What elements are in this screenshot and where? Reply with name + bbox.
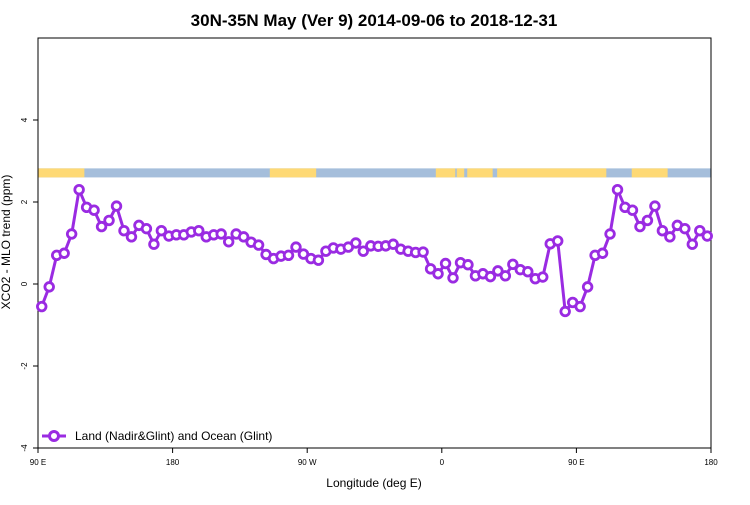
data-point — [611, 183, 624, 196]
x-tick-label: 180 — [704, 458, 718, 467]
data-point — [312, 254, 325, 266]
y-tick-label: 2 — [20, 199, 29, 204]
data-point — [447, 272, 459, 284]
data-point — [522, 266, 534, 278]
y-tick-label: 0 — [20, 281, 29, 286]
ocean-band — [38, 168, 711, 178]
land-span — [456, 168, 465, 178]
data-point — [252, 239, 265, 251]
data-point — [462, 259, 474, 271]
data-point — [641, 214, 654, 227]
x-axis: 90 E 180 90 W 0 90 E 180 — [30, 448, 718, 467]
land-span — [435, 168, 456, 178]
y-axis-label: XCO2 - MLO trend (ppm) — [0, 175, 13, 310]
data-point — [439, 257, 452, 270]
data-point — [432, 268, 444, 280]
data-point — [537, 271, 549, 283]
land-span — [467, 168, 493, 178]
data-point — [387, 238, 399, 250]
data-point — [484, 270, 497, 283]
land-span — [38, 168, 85, 178]
data-point — [155, 224, 168, 237]
data-point — [222, 236, 235, 248]
data-point — [581, 281, 594, 293]
data-point — [103, 214, 115, 227]
y-tick-label: -2 — [20, 362, 29, 370]
data-point — [492, 265, 504, 277]
data-point — [664, 231, 676, 243]
data-point — [679, 222, 691, 235]
data-point — [604, 228, 616, 240]
data-point — [73, 183, 85, 196]
y-axis: -4 -2 0 2 4 — [20, 117, 38, 452]
data-point — [148, 238, 160, 250]
data-point — [350, 237, 362, 249]
data-point — [88, 204, 100, 216]
land-span — [269, 168, 317, 178]
data-point — [290, 241, 302, 253]
data-point — [649, 200, 661, 212]
data-point — [574, 300, 586, 313]
data-point — [193, 224, 205, 237]
data-point — [499, 270, 512, 282]
data-point — [701, 230, 713, 242]
data-point — [140, 222, 153, 235]
land-ocean-band — [38, 168, 711, 178]
legend-label: Land (Nadir&Glint) and Ocean (Glint) — [75, 429, 272, 443]
data-point — [507, 258, 519, 271]
legend: Land (Nadir&Glint) and Ocean (Glint) — [42, 429, 272, 443]
data-point — [43, 281, 55, 293]
data-point — [282, 249, 295, 262]
data-point — [215, 228, 227, 240]
data-point — [125, 231, 138, 243]
data-point — [357, 245, 369, 257]
data-point — [65, 228, 78, 240]
data-point — [110, 200, 123, 212]
y-tick-label: 4 — [20, 117, 29, 122]
data-point — [656, 224, 669, 237]
data-point — [559, 305, 571, 318]
data-point — [596, 247, 609, 259]
legend-marker — [48, 430, 60, 442]
x-axis-label: Longitude (deg E) — [326, 476, 421, 490]
x-tick-label: 90 W — [298, 458, 317, 467]
data-point — [634, 220, 646, 233]
data-point — [686, 238, 699, 250]
y-tick-label: -4 — [20, 444, 29, 452]
data-point — [626, 204, 639, 216]
data-point — [552, 235, 564, 247]
plot-frame — [37, 37, 712, 449]
x-tick-label: 90 E — [568, 458, 584, 467]
series-group — [36, 183, 713, 318]
land-span — [497, 168, 607, 178]
x-tick-label: 0 — [440, 458, 445, 467]
x-tick-label: 90 E — [30, 458, 46, 467]
data-point — [36, 300, 48, 313]
x-tick-label: 180 — [166, 458, 180, 467]
data-point — [694, 224, 706, 237]
data-point — [118, 224, 130, 237]
data-point — [417, 246, 429, 258]
data-point — [58, 247, 70, 259]
data-point — [424, 263, 437, 275]
chart-title: 30N-35N May (Ver 9) 2014-09-06 to 2018-1… — [191, 11, 558, 30]
data-point — [237, 231, 250, 243]
data-point — [95, 220, 108, 233]
land-span — [631, 168, 668, 178]
